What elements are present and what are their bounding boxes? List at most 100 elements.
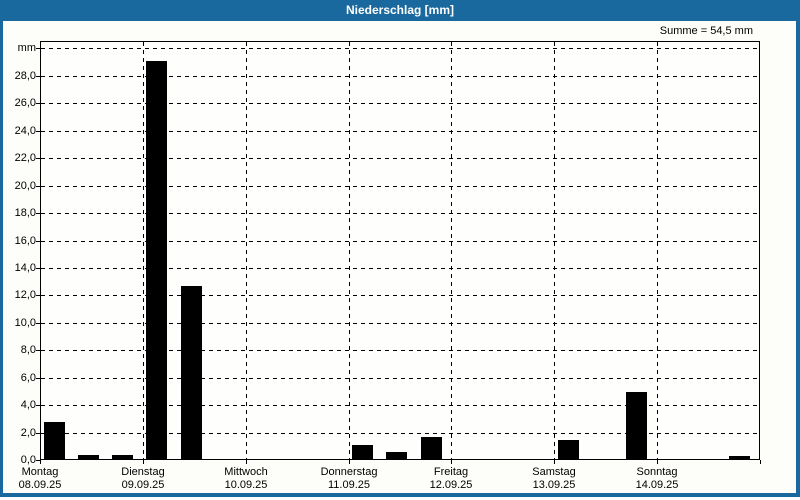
window-border-right: [796, 21, 800, 497]
x-axis-label: Samstag 13.09.25: [484, 466, 624, 492]
y-tick-label: 10,0: [14, 317, 36, 329]
window-title: Niederschlag [mm]: [345, 3, 455, 17]
gridline: [41, 158, 759, 159]
y-tick-label: 20,0: [14, 180, 36, 192]
bar-montag-3: [112, 455, 133, 459]
y-tick-label: 18,0: [14, 207, 36, 219]
gridline: [41, 186, 759, 187]
y-axis-tick: [36, 350, 40, 351]
x-axis-tick: [760, 460, 761, 464]
y-tick-label: 14,0: [14, 262, 36, 274]
y-axis-tick: [36, 460, 40, 461]
x-axis-tick: [451, 460, 452, 464]
y-tick-label: 6,0: [20, 372, 36, 384]
bar-samstag-3: [626, 392, 647, 459]
x-axis-tick: [40, 460, 41, 464]
y-axis-tick: [36, 158, 40, 159]
y-tick-label: 4,0: [20, 399, 36, 411]
y-tick-label: 28,0: [14, 70, 36, 82]
gridline: [41, 433, 759, 434]
y-tick-label: 2,0: [20, 427, 36, 439]
bar-donnerstag-1: [352, 445, 373, 459]
date-label: 14.09.25: [635, 479, 679, 491]
bar-dienstag-2: [181, 286, 202, 459]
gridline: [41, 103, 759, 104]
y-axis-tick: [36, 405, 40, 406]
day-label: Donnerstag: [320, 466, 378, 478]
day-label: Freitag: [433, 466, 469, 478]
y-axis-tick: [36, 378, 40, 379]
y-axis-tick: [36, 433, 40, 434]
x-axis-label: Sonntag 14.09.25: [587, 466, 727, 492]
bar-samstag-1: [558, 440, 579, 459]
gridline: [41, 241, 759, 242]
y-axis-tick: [36, 213, 40, 214]
date-label: 09.09.25: [121, 479, 165, 491]
y-axis-tick: [36, 48, 40, 49]
gridline: [41, 378, 759, 379]
x-axis-tick: [554, 460, 555, 464]
x-axis-tick: [349, 460, 350, 464]
gridline: [41, 268, 759, 269]
day-separator: [349, 42, 350, 459]
bar-sonntag-3: [729, 456, 750, 459]
date-label: 12.09.25: [429, 479, 473, 491]
gridline: [41, 76, 759, 77]
y-axis-tick: [36, 323, 40, 324]
day-label: Montag: [21, 466, 59, 478]
y-tick-label: 0,0: [20, 454, 36, 466]
day-separator: [246, 42, 247, 459]
gridline: [41, 295, 759, 296]
date-label: 11.09.25: [327, 479, 370, 491]
bar-donnerstag-2: [386, 452, 407, 459]
sum-label: Summe = 54,5 mm: [659, 25, 753, 37]
y-axis-tick: [36, 131, 40, 132]
gridline: [41, 48, 759, 49]
x-axis-tick: [657, 460, 658, 464]
x-axis-tick: [143, 460, 144, 464]
gridline: [41, 405, 759, 406]
bar-donnerstag-3: [421, 437, 442, 459]
y-axis-tick: [36, 76, 40, 77]
gridline: [41, 213, 759, 214]
day-separator: [554, 42, 555, 459]
y-tick-label: 16,0: [14, 235, 36, 247]
x-axis-label: Donnerstag 11.09.25: [279, 466, 419, 492]
y-axis-tick: [36, 268, 40, 269]
day-label: Samstag: [532, 466, 576, 478]
x-axis-label: Montag 08.09.25: [0, 466, 110, 492]
window-border-left: [0, 21, 3, 497]
day-label: Dienstag: [121, 466, 165, 478]
day-separator: [143, 42, 144, 459]
gridline: [41, 323, 759, 324]
bar-montag-1: [44, 422, 65, 459]
x-axis-label: Dienstag 09.09.25: [73, 466, 213, 492]
day-separator: [657, 42, 658, 459]
bar-montag-2: [78, 455, 99, 459]
y-tick-label: 22,0: [14, 152, 36, 164]
day-label: Mittwoch: [224, 466, 268, 478]
y-axis-tick: [36, 186, 40, 187]
y-tick-label: 12,0: [14, 289, 36, 301]
y-axis-tick: [36, 295, 40, 296]
bar-dienstag-1: [146, 61, 167, 459]
x-axis-label: Freitag 12.09.25: [381, 466, 521, 492]
y-tick-label: mm: [17, 42, 36, 54]
x-axis-label: Mittwoch 10.09.25: [176, 466, 316, 492]
y-tick-label: 26,0: [14, 97, 36, 109]
date-label: 10.09.25: [224, 479, 268, 491]
date-label: 08.09.25: [18, 479, 62, 491]
y-tick-label: 8,0: [20, 344, 36, 356]
window-titlebar[interactable]: Niederschlag [mm]: [0, 0, 800, 21]
y-axis-tick: [36, 241, 40, 242]
day-separator: [451, 42, 452, 459]
date-label: 13.09.25: [532, 479, 576, 491]
y-tick-label: 24,0: [14, 125, 36, 137]
window-border-bottom: [0, 493, 800, 497]
gridline: [41, 131, 759, 132]
x-axis-tick: [246, 460, 247, 464]
gridline: [41, 350, 759, 351]
day-label: Sonntag: [636, 466, 678, 478]
y-axis-tick: [36, 103, 40, 104]
